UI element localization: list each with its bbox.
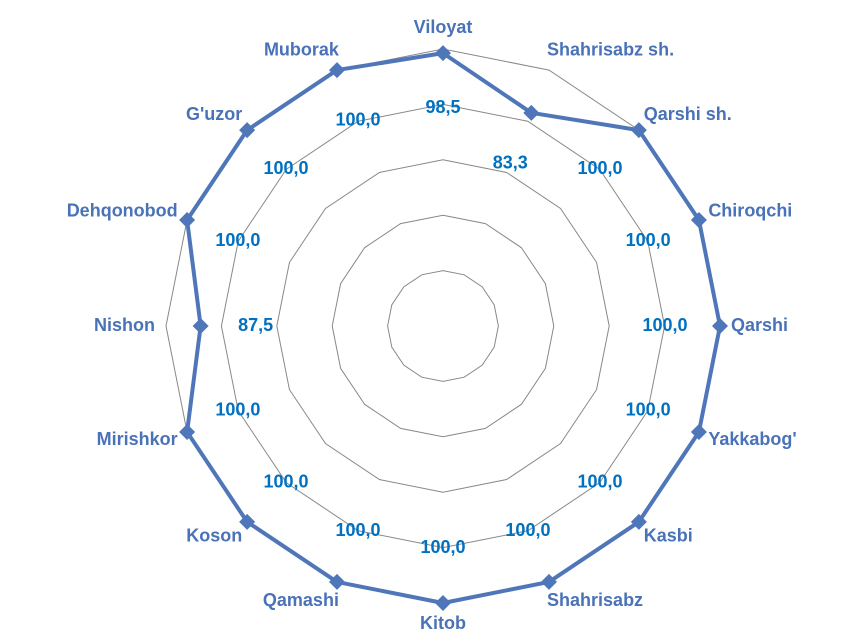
data-label: 100,0 — [263, 472, 308, 492]
data-label: 100,0 — [642, 315, 687, 335]
data-label: 100,0 — [626, 400, 671, 420]
marker — [328, 62, 345, 79]
marker — [690, 424, 707, 441]
category-label: Qarshi sh. — [644, 104, 732, 124]
category-label: Kitob — [420, 613, 466, 633]
category-label: Nishon — [94, 315, 155, 335]
data-label: 100,0 — [215, 400, 260, 420]
category-label: G'uzor — [186, 104, 242, 124]
data-label: 100,0 — [626, 230, 671, 250]
category-label: Kasbi — [644, 525, 693, 545]
marker — [630, 513, 647, 530]
marker — [435, 595, 451, 611]
marker — [712, 318, 728, 334]
data-label: 100,0 — [336, 110, 381, 130]
data-label: 87,5 — [238, 315, 273, 335]
category-label: Chiroqchi — [708, 201, 792, 221]
marker — [541, 573, 558, 590]
data-label: 100,0 — [215, 230, 260, 250]
category-label: Viloyat — [414, 17, 473, 37]
category-label: Yakkabog' — [708, 429, 796, 449]
data-label: 100,0 — [420, 537, 465, 557]
grid-ring — [220, 103, 666, 549]
marker — [523, 104, 540, 121]
marker — [690, 211, 707, 228]
category-label: Mirishkor — [97, 429, 178, 449]
data-label: 98,5 — [425, 97, 460, 117]
marker — [239, 122, 256, 139]
marker — [179, 211, 196, 228]
category-label: Shahrisabz — [547, 590, 643, 610]
marker — [239, 513, 256, 530]
category-label: Qarshi — [731, 315, 788, 335]
marker — [192, 318, 209, 334]
grid-ring — [331, 214, 555, 438]
grid-ring — [387, 270, 499, 382]
category-label: Muborak — [264, 39, 340, 59]
category-label: Koson — [186, 525, 242, 545]
data-label: 83,3 — [493, 152, 528, 172]
data-label: 100,0 — [577, 472, 622, 492]
data-label: 100,0 — [336, 520, 381, 540]
category-label: Dehqonobod — [67, 201, 178, 221]
marker — [630, 122, 647, 139]
marker — [179, 424, 196, 441]
grid-ring — [276, 159, 610, 493]
marker — [435, 45, 451, 62]
data-label: 100,0 — [505, 520, 550, 540]
data-label: 100,0 — [263, 158, 308, 178]
data-label: 100,0 — [577, 158, 622, 178]
category-label: Qamashi — [263, 590, 339, 610]
category-label: Shahrisabz sh. — [547, 39, 674, 59]
marker — [328, 573, 345, 590]
